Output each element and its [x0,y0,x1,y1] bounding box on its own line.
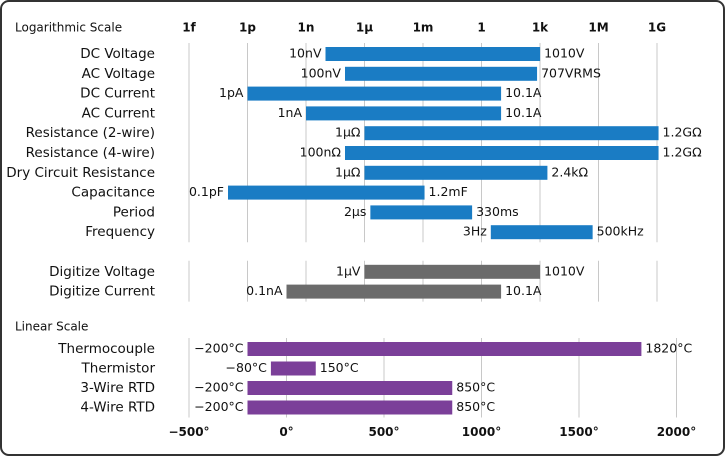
category-label: Digitize Voltage [49,264,155,280]
category-label: Thermocouple [57,341,155,357]
x-tick-label: 1k [532,21,549,35]
low-label: 0.1nA [246,283,283,298]
high-label: 1820°C [645,341,692,356]
low-label: 3Hz [463,224,487,239]
low-label: 1µΩ [335,164,361,179]
low-label: 100nV [301,65,342,80]
range-bar [286,284,502,299]
range-bar [490,225,593,240]
x-tick-label: 1µ [356,21,373,35]
high-label: 707VRMS [541,65,601,80]
low-label: 0.1pF [189,184,224,199]
x-tick-label: 1G [648,21,666,35]
category-label: Digitize Current [49,284,155,300]
range-bar [325,47,541,61]
x-tick-label: 2000° [657,425,696,439]
x-tick-label: −500° [168,425,209,439]
range-bar [306,106,502,121]
section-title: Linear Scale [15,320,88,334]
high-label: 10.1A [505,85,542,100]
section-title: Logarithmic Scale [15,21,122,35]
low-label: −200°C [194,380,244,395]
category-label: 3-Wire RTD [80,380,155,396]
x-tick-label: 1m [413,21,434,35]
category-label: AC Voltage [82,66,155,82]
x-tick-label: 0° [279,425,293,439]
low-label: −200°C [194,341,244,356]
high-label: 10.1A [505,283,542,298]
low-label: −200°C [194,399,244,414]
high-label: 1.2GΩ [663,145,703,160]
x-tick-label: 1p [239,21,256,35]
category-label: 4-Wire RTD [80,400,155,416]
category-label: Capacitance [71,185,155,201]
range-bar [270,361,316,376]
x-tick-label: 1n [298,21,315,35]
high-label: 2.4kΩ [551,164,588,179]
high-label: 330ms [476,204,519,219]
range-bar [247,342,642,356]
high-label: 850°C [456,380,495,395]
high-label: 500kHz [597,224,644,239]
low-label: 2µs [344,204,366,219]
x-tick-label: 1M [588,21,608,35]
range-bar [247,86,502,101]
low-label: 1nA [278,105,303,120]
range-bar [345,146,659,160]
category-label: DC Voltage [80,46,155,62]
category-label: Resistance (4-wire) [26,145,155,161]
range-bar [228,185,425,200]
low-label: 1pA [219,85,244,100]
high-label: 1.2GΩ [663,125,703,140]
category-label: Frequency [85,224,155,240]
low-label: 1µΩ [335,125,361,140]
x-tick-label: 1 [477,21,485,35]
high-label: 10.1A [505,105,542,120]
range-bar [370,205,473,220]
low-label: −80°C [226,360,268,375]
high-label: 1.2mF [429,184,468,199]
low-label: 100nΩ [300,145,342,160]
x-tick-label: 1000° [462,425,501,439]
range-bar [247,381,453,395]
high-label: 150°C [320,360,359,375]
category-label: DC Current [80,86,155,102]
high-label: 1010V [544,263,585,278]
category-label: Period [113,204,155,220]
x-tick-label: 1f [182,21,196,35]
category-label: AC Current [82,105,155,121]
high-label: 1010V [544,46,585,61]
range-bar [247,400,453,415]
category-label: Resistance (2-wire) [26,125,155,141]
low-label: 10nV [289,46,322,61]
low-label: 1µV [336,263,361,278]
x-tick-label: 1500° [559,425,598,439]
x-tick-label: 500° [368,425,399,439]
range-bar [345,66,538,81]
range-bar [364,165,548,180]
range-bar [364,126,659,141]
range-bar [364,264,541,279]
category-label: Dry Circuit Resistance [6,165,155,181]
category-label: Thermistor [81,361,156,377]
high-label: 850°C [456,399,495,414]
